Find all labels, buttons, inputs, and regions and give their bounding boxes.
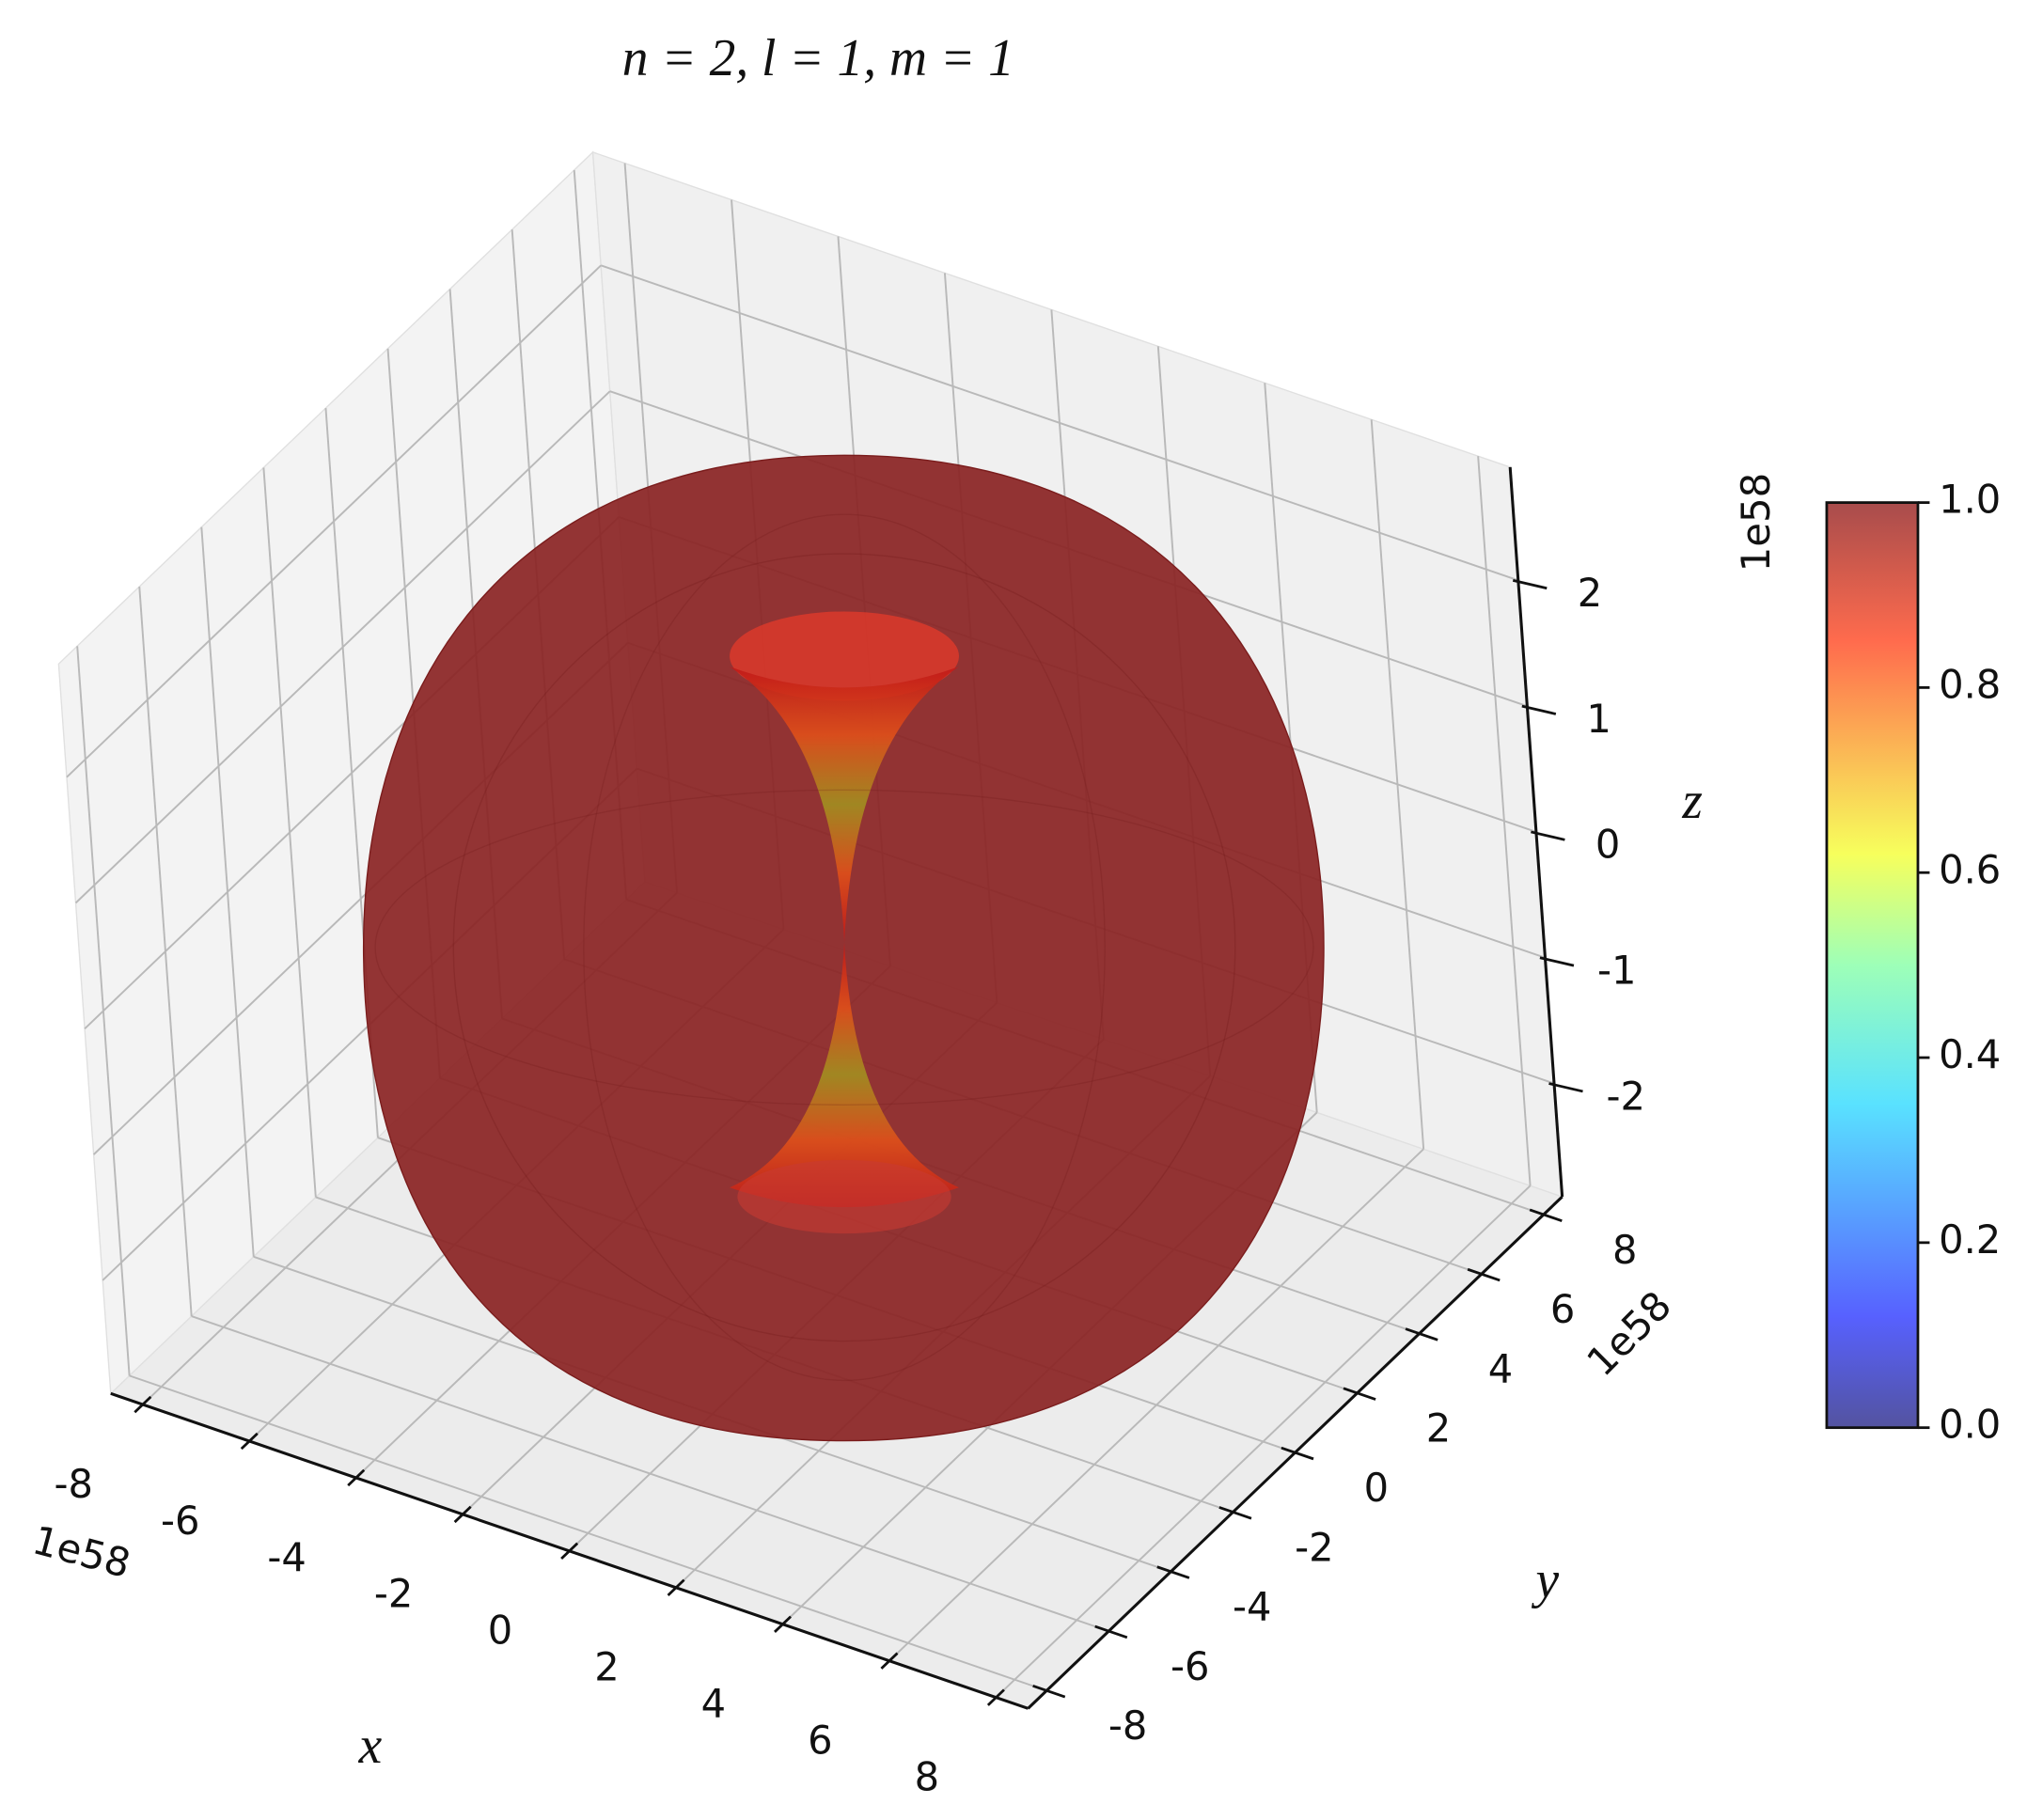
x-axis-label: x bbox=[358, 1717, 383, 1775]
z-tick-label: -2 bbox=[1607, 1073, 1645, 1119]
y-axis-label: y bbox=[1532, 1551, 1560, 1609]
z-offset-text: 1e58 bbox=[1733, 473, 1779, 573]
y-tick bbox=[1218, 1506, 1252, 1520]
x-tick-label: -2 bbox=[374, 1571, 413, 1617]
surface-body bbox=[362, 454, 1325, 1442]
z-tick-label: 0 bbox=[1595, 822, 1620, 868]
y-tick bbox=[1529, 1208, 1563, 1222]
x-tick-label: 2 bbox=[594, 1644, 619, 1690]
z-tick bbox=[1531, 830, 1565, 841]
x-tick-label: -4 bbox=[267, 1534, 306, 1580]
y-tick bbox=[1156, 1565, 1190, 1579]
y-tick-label: 6 bbox=[1550, 1286, 1575, 1332]
x-tick bbox=[560, 1542, 579, 1561]
colorbar-tick-label: 1.0 bbox=[1939, 476, 2001, 522]
y-tick-label: 2 bbox=[1426, 1405, 1451, 1451]
x-tick bbox=[667, 1578, 685, 1596]
colorbar-tick-label: 0.4 bbox=[1939, 1031, 2001, 1077]
grid-line bbox=[74, 390, 611, 904]
y-tick-label: -6 bbox=[1171, 1643, 1209, 1689]
grid-line bbox=[191, 1315, 1109, 1632]
y-tick bbox=[1094, 1624, 1128, 1640]
x-tick-label: 8 bbox=[915, 1753, 939, 1799]
y-tick-label: -2 bbox=[1295, 1524, 1333, 1570]
y-tick-label: 8 bbox=[1612, 1227, 1637, 1273]
y-tick-label: -8 bbox=[1108, 1702, 1147, 1749]
colorbar-tick-label: 0.8 bbox=[1939, 661, 2001, 707]
chart-title: n = 2, l = 1, m = 1 bbox=[622, 29, 1014, 87]
surface-neck bbox=[730, 667, 959, 943]
x-tick bbox=[134, 1395, 152, 1414]
z-tick bbox=[1521, 704, 1557, 715]
grid-line bbox=[66, 264, 602, 778]
x-tick bbox=[453, 1505, 472, 1524]
y-tick bbox=[1467, 1267, 1501, 1282]
z-tick-label: -1 bbox=[1597, 947, 1636, 993]
z-tick-label: 2 bbox=[1578, 570, 1602, 616]
z-tick bbox=[1548, 1082, 1583, 1093]
x-offset-text: 1e58 bbox=[28, 1516, 135, 1587]
x-tick bbox=[240, 1432, 259, 1451]
x-tick bbox=[880, 1652, 899, 1670]
y-tick-label: 0 bbox=[1364, 1465, 1389, 1511]
z-axis-label: z bbox=[1681, 772, 1703, 830]
colorbar: 0.0 0.2 0.4 0.6 0.8 1.0 bbox=[1825, 476, 2001, 1448]
surface-mesh bbox=[452, 553, 1236, 1342]
x-tick-label: 4 bbox=[701, 1680, 726, 1726]
y-offset-text: 1e58 bbox=[1578, 1282, 1680, 1385]
x-tick bbox=[774, 1615, 792, 1633]
x-tick-label: 6 bbox=[808, 1717, 832, 1763]
y-tick-label: -4 bbox=[1233, 1583, 1271, 1629]
x-tick bbox=[347, 1468, 366, 1487]
surface-hole bbox=[730, 611, 959, 701]
grid-line bbox=[129, 1374, 1047, 1692]
z-tick bbox=[1512, 578, 1548, 590]
colorbar-tick-label: 0.2 bbox=[1939, 1216, 2001, 1263]
z-tick bbox=[1539, 956, 1575, 967]
surface-mesh bbox=[374, 789, 1314, 1106]
surface-neck bbox=[730, 942, 959, 1208]
y-tick bbox=[1405, 1327, 1438, 1341]
colorbar-tick-label: 0.6 bbox=[1939, 846, 2001, 892]
surface-hole bbox=[737, 1159, 951, 1234]
y-tick bbox=[1343, 1387, 1376, 1401]
y-tick bbox=[1032, 1685, 1066, 1699]
x-tick-label: 0 bbox=[488, 1608, 512, 1654]
y-tick-label: 4 bbox=[1488, 1345, 1513, 1391]
x-tick-label: -8 bbox=[55, 1461, 93, 1507]
surface-mesh bbox=[583, 513, 1106, 1382]
z-tick-label: 1 bbox=[1586, 696, 1611, 742]
colorbar-tick-label: 0.0 bbox=[1939, 1402, 2001, 1448]
x-tick bbox=[986, 1688, 1005, 1706]
x-tick-label: -6 bbox=[161, 1498, 199, 1544]
colorbar-fill bbox=[1825, 501, 1920, 1430]
surface bbox=[362, 454, 1325, 1442]
y-tick bbox=[1281, 1446, 1314, 1461]
grid-line bbox=[600, 264, 1519, 582]
